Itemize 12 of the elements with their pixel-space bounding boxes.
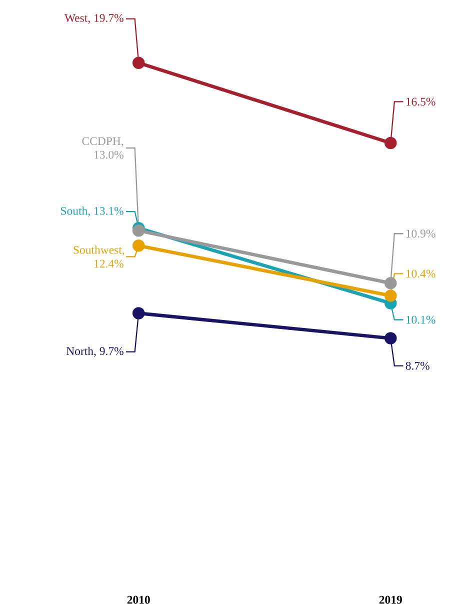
x-tick-label: 2019 xyxy=(380,596,402,604)
x-tick-label: 2010 xyxy=(128,596,150,604)
data-label: 10.1% xyxy=(406,316,436,324)
data-label: CCDPH, 13.0% xyxy=(82,137,124,159)
data-label: Southwest, 12.4% xyxy=(74,246,124,268)
data-label: 8.7% xyxy=(406,362,430,370)
data-label: South, 13.1% xyxy=(61,206,124,217)
data-label: North, 9.7% xyxy=(66,346,124,357)
data-label: 10.4% xyxy=(406,270,436,278)
data-label: West, 19.7% xyxy=(64,14,124,24)
data-label: 10.9% xyxy=(406,230,436,238)
data-label: 16.5% xyxy=(406,98,436,106)
